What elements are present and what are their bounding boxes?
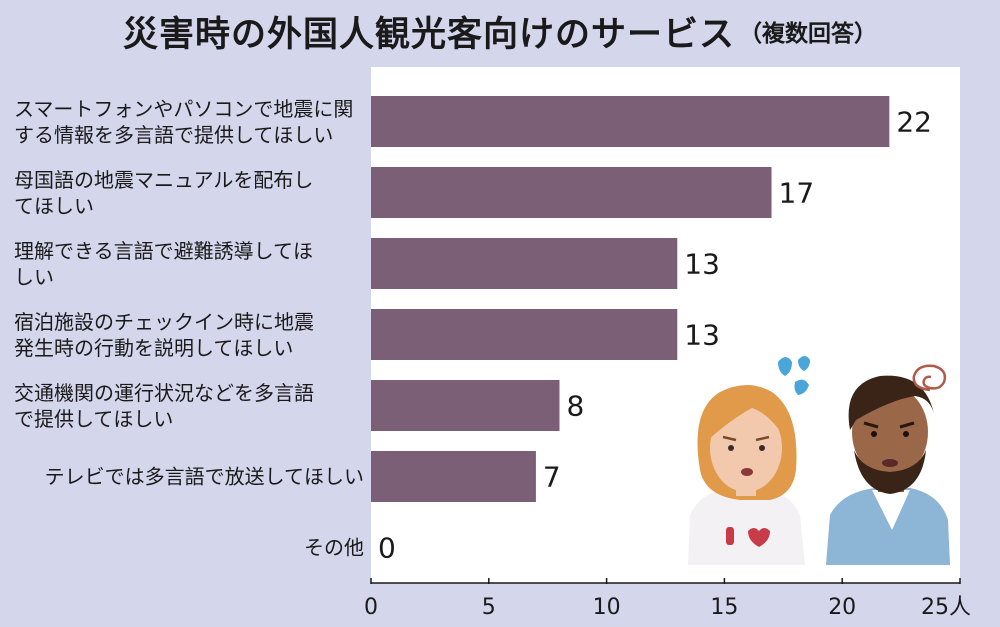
x-tick-label-0: 0 — [364, 595, 378, 620]
category-label-2: 母国語の地震マニュアルを配布してほしい — [14, 168, 313, 218]
value-label-2: 17 — [779, 177, 815, 210]
category-label-6: テレビでは多言語で放送してほしい — [45, 465, 364, 489]
x-axis: 0 5 10 15 20 25人 — [364, 578, 971, 620]
value-label-1: 22 — [896, 106, 932, 139]
category-label-4: 宿泊施設のチェックイン時に地震発生時の行動を説明してほしい — [14, 310, 314, 360]
bar-6 — [371, 451, 536, 502]
chart-title-text: 災害時の外国人観光客向けのサービス — [122, 14, 735, 55]
bar-4 — [371, 309, 678, 360]
value-label-5: 8 — [566, 390, 584, 423]
bars-group: 22 スマートフォンやパソコンで地震に関する情報を多言語で提供してほしい 17 母国語… — [14, 96, 932, 565]
category-label-5: 交通機関の運行状況などを多言語で提供してほしい — [14, 381, 314, 431]
value-label-6: 7 — [543, 461, 561, 494]
value-label-4: 13 — [684, 319, 720, 352]
chart-subtitle: （複数回答） — [739, 21, 877, 47]
sweat-drops-icon — [778, 356, 810, 395]
value-label-7: 0 — [378, 532, 396, 565]
worried-man-icon — [826, 375, 950, 565]
dizzy-swirl-icon — [912, 364, 947, 392]
chart-title: 災害時の外国人観光客向けのサービス （複数回答） — [0, 0, 1000, 62]
category-label-3: 理解できる言語で避難誘導してほしい — [14, 239, 313, 289]
value-label-3: 13 — [684, 248, 720, 281]
category-label-7: その他 — [304, 536, 364, 560]
bar-5 — [371, 380, 560, 431]
x-tick-label-3: 15 — [710, 595, 738, 620]
worried-woman-icon — [688, 385, 805, 565]
x-tick-label-5: 25人 — [921, 595, 971, 620]
x-tick-label-1: 5 — [482, 595, 496, 620]
bar-3 — [371, 238, 678, 289]
x-tick-label-2: 10 — [593, 595, 621, 620]
category-label-1: スマートフォンやパソコンで地震に関する情報を多言語で提供してほしい — [14, 97, 353, 147]
bar-1 — [371, 96, 890, 147]
x-tick-label-4: 20 — [828, 595, 856, 620]
bar-2 — [371, 167, 772, 218]
